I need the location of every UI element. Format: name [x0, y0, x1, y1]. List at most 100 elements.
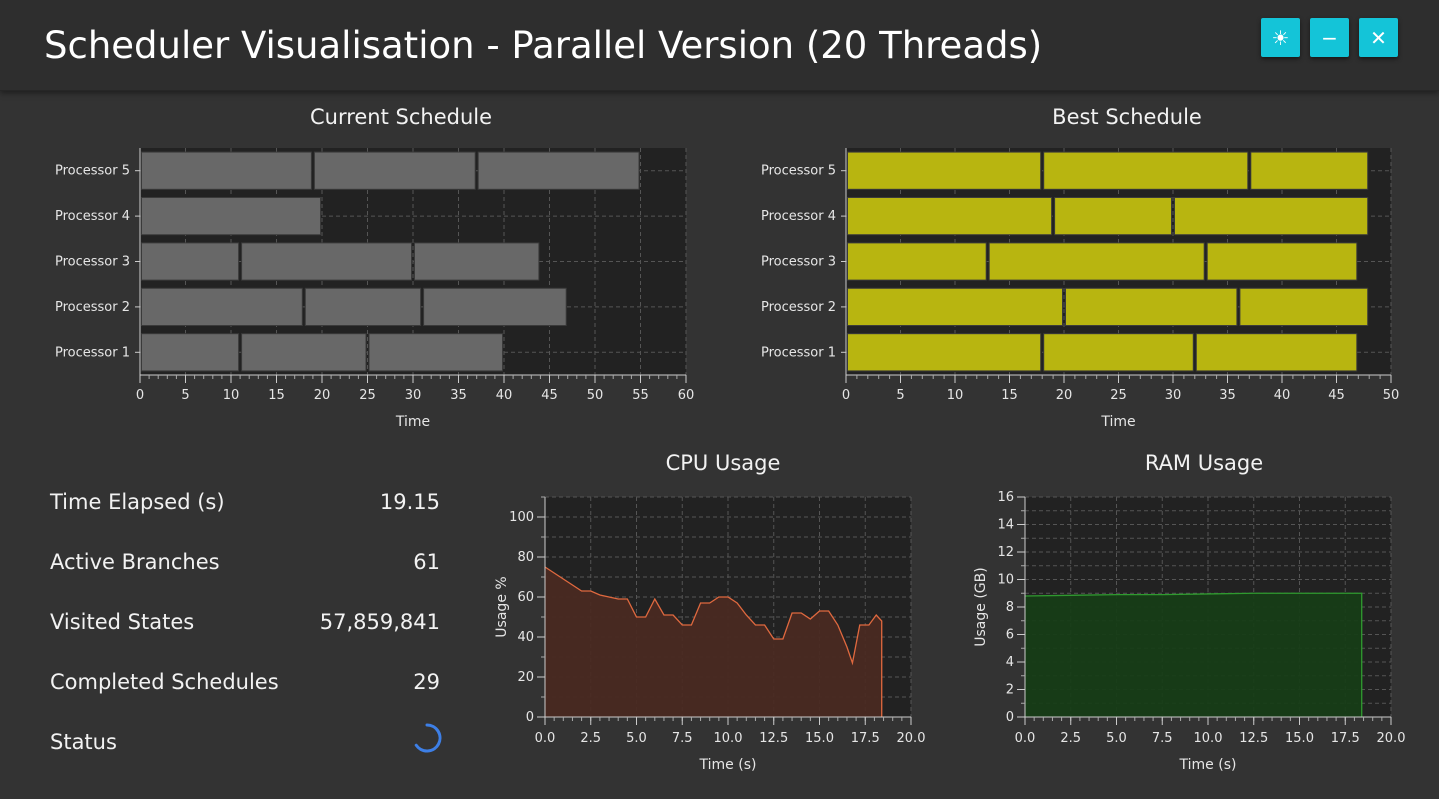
task-bar [847, 287, 1063, 327]
task-bar [141, 196, 321, 236]
y-tick-label: 4 [1006, 655, 1014, 670]
task-bar [368, 333, 503, 372]
x-tick-label: 12.5 [1239, 731, 1268, 746]
x-tick-label: 45 [541, 388, 558, 403]
usage-line [544, 566, 883, 717]
x-tick-label: 40 [496, 388, 513, 403]
y-tick-label: 0 [526, 710, 534, 725]
x-tick-label: 10 [223, 388, 240, 403]
task-bar [1206, 242, 1358, 281]
x-tick-label: 20.0 [1377, 731, 1406, 746]
x-tick-label: 7.5 [1152, 731, 1173, 746]
x-tick-label: 15 [268, 388, 285, 403]
task-bar [241, 333, 367, 372]
task-bar [423, 287, 567, 327]
x-axis-label: Time [1100, 414, 1135, 430]
x-tick-label: 7.5 [672, 731, 693, 746]
x-tick-label: 10.0 [1194, 731, 1223, 746]
x-axis-label: Time (s) [1179, 757, 1237, 773]
x-tick-label: 10.0 [714, 731, 743, 746]
task-bar [1239, 287, 1369, 327]
processor-label: Processor 2 [761, 300, 836, 315]
usage-area [545, 567, 882, 717]
x-tick-label: 5.0 [626, 731, 647, 746]
y-tick-label: 40 [517, 630, 534, 645]
x-tick-label: 20.0 [897, 731, 926, 746]
x-tick-label: 15 [1001, 388, 1018, 403]
x-axis-label: Time [395, 414, 430, 430]
task-bar [847, 333, 1042, 372]
stat-value-completed-schedules: 29 [413, 670, 440, 694]
x-tick-label: 2.5 [580, 731, 601, 746]
stat-label-status: Status [50, 730, 117, 754]
minimize-button[interactable]: − [1310, 18, 1349, 57]
processor-label: Processor 4 [761, 209, 836, 224]
y-tick-label: 6 [1006, 628, 1014, 643]
best-schedule-title: Best Schedule [1052, 105, 1202, 129]
processor-label: Processor 1 [761, 345, 836, 360]
stat-label-completed-schedules: Completed Schedules [50, 670, 279, 694]
x-tick-label: 35 [450, 388, 467, 403]
y-tick-label: 60 [517, 590, 534, 605]
x-tick-label: 0 [136, 388, 144, 403]
x-tick-label: 12.5 [759, 731, 788, 746]
stat-value-visited-states: 57,859,841 [319, 610, 440, 634]
task-bar [847, 242, 987, 281]
x-tick-label: 20 [1056, 388, 1073, 403]
processor-label: Processor 5 [55, 164, 130, 179]
task-bar [477, 151, 640, 190]
ram-usage-title: RAM Usage [1144, 451, 1264, 475]
theme-toggle-button[interactable]: ☀ [1261, 18, 1300, 57]
y-tick-label: 12 [997, 545, 1014, 560]
processor-label: Processor 5 [761, 164, 836, 179]
x-tick-label: 5.0 [1106, 731, 1127, 746]
minimize-icon: − [1321, 25, 1338, 50]
task-bar [988, 242, 1205, 281]
task-bar [1195, 333, 1358, 372]
processor-label: Processor 3 [761, 255, 836, 270]
app-title: Scheduler Visualisation - Parallel Versi… [44, 24, 1043, 67]
task-bar [847, 196, 1053, 236]
y-tick-label: 16 [997, 490, 1014, 505]
x-tick-label: 55 [632, 388, 649, 403]
x-tick-label: 60 [678, 388, 695, 403]
x-tick-label: 25 [359, 388, 376, 403]
stat-label-visited-states: Visited States [50, 610, 195, 634]
usage-area [1025, 593, 1362, 717]
y-tick-label: 8 [1006, 600, 1014, 615]
x-tick-label: 5 [896, 388, 904, 403]
y-tick-label: 20 [517, 670, 534, 685]
task-bar [141, 242, 240, 281]
x-tick-label: 17.5 [1331, 731, 1360, 746]
task-bar [1174, 196, 1369, 236]
sun-icon: ☀ [1271, 25, 1290, 50]
processor-label: Processor 4 [55, 209, 130, 224]
processor-label: Processor 2 [55, 300, 130, 315]
stat-value-active-branches: 61 [413, 550, 440, 574]
y-tick-label: 2 [1006, 683, 1014, 698]
x-tick-label: 15.0 [1285, 731, 1314, 746]
task-bar [241, 242, 412, 281]
x-tick-label: 30 [405, 388, 422, 403]
task-bar [313, 151, 476, 190]
title-bar: Scheduler Visualisation - Parallel Versi… [0, 0, 1439, 91]
close-button[interactable]: ✕ [1359, 18, 1398, 57]
task-bar [1065, 287, 1238, 327]
stat-value-time-elapsed: 19.15 [379, 490, 440, 514]
x-tick-label: 2.5 [1060, 731, 1081, 746]
usage-line [1024, 592, 1363, 717]
current-schedule-title: Current Schedule [309, 105, 493, 129]
stat-label-active-branches: Active Branches [50, 550, 220, 574]
x-axis-label: Time (s) [699, 757, 757, 773]
task-bar [1054, 196, 1172, 236]
x-tick-label: 25 [1110, 388, 1127, 403]
y-tick-label: 0 [1006, 710, 1014, 725]
x-tick-label: 0 [842, 388, 850, 403]
cpu-usage-title: CPU Usage [665, 451, 781, 475]
x-tick-label: 17.5 [851, 731, 880, 746]
y-tick-label: 100 [509, 510, 534, 525]
x-tick-label: 30 [1165, 388, 1182, 403]
